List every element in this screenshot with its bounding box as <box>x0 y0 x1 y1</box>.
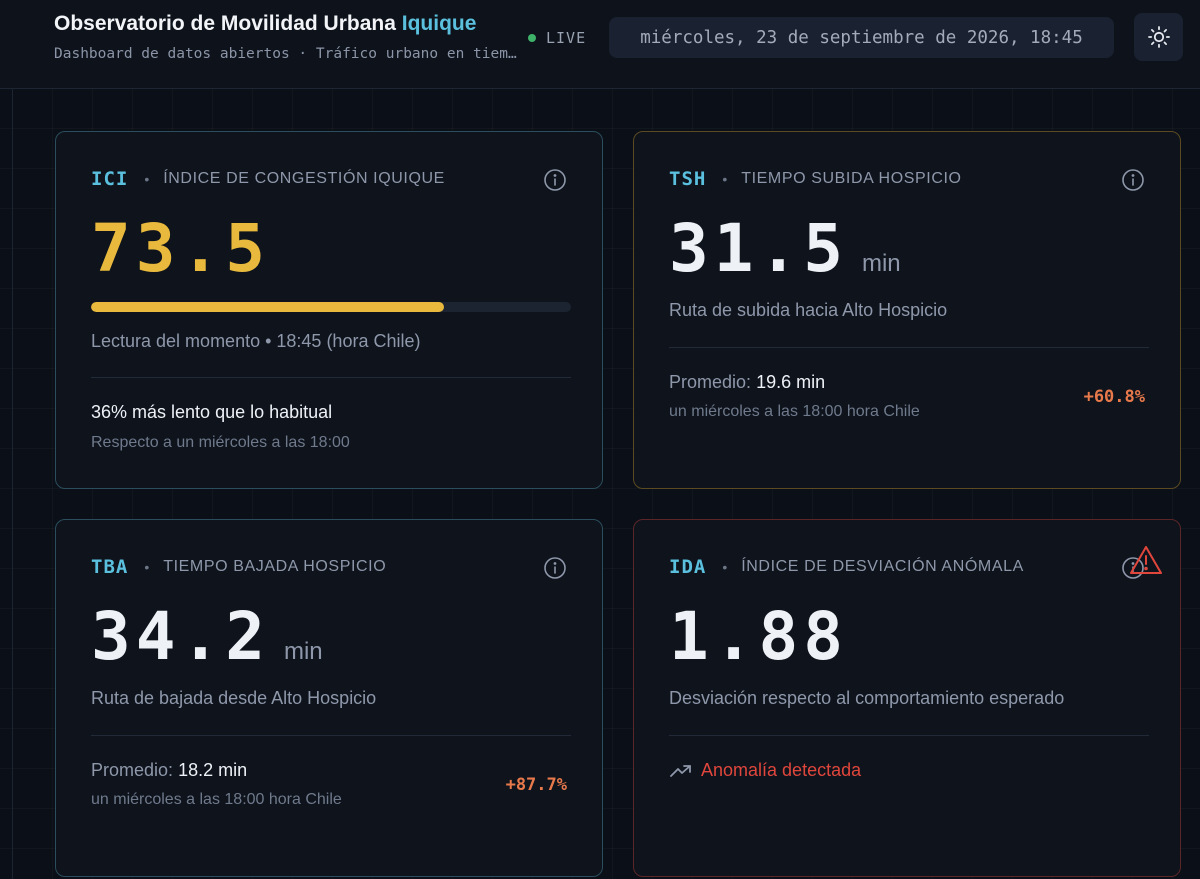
divider <box>669 735 1149 736</box>
separator: • <box>144 559 150 575</box>
metric-code: TBA <box>91 556 129 578</box>
card-header: IDA • ÍNDICE DE DESVIACIÓN ANÓMALA <box>669 556 1024 578</box>
metric-description: TIEMPO BAJADA HOSPICIO <box>163 558 387 575</box>
metric-value: 34.2 <box>91 598 270 675</box>
deviation-caption: Desviación respecto al comportamiento es… <box>669 688 1065 708</box>
metric-value: 31.5 <box>669 210 848 287</box>
average-value: 18.2 min <box>178 760 248 780</box>
average-line: Promedio: 19.6 min <box>669 372 825 393</box>
anomaly-status: Anomalía detectada <box>669 760 861 781</box>
reading-caption: Lectura del momento • 18:45 (hora Chile) <box>91 331 421 351</box>
app-title: Observatorio de Movilidad Urbana Iquique <box>54 12 522 36</box>
app-title-main: Observatorio de Movilidad Urbana <box>54 12 396 35</box>
average-label: Promedio: <box>669 372 752 392</box>
average-label: Promedio: <box>91 760 174 780</box>
metric-description: ÍNDICE DE DESVIACIÓN ANÓMALA <box>741 558 1024 575</box>
progress-fill <box>91 302 444 312</box>
metric-code: TSH <box>669 168 707 190</box>
separator: • <box>144 171 150 187</box>
comparison-subtext: Respecto a un miércoles a las 18:00 <box>91 434 350 451</box>
metric-code: IDA <box>669 556 707 578</box>
anomaly-text: Anomalía detectada <box>701 760 862 780</box>
metric-unit: min <box>283 638 323 665</box>
current-datetime: miércoles, 23 de septiembre de 2026, 18:… <box>609 17 1114 58</box>
route-caption: Ruta de bajada desde Alto Hospicio <box>91 688 377 708</box>
metric-value: 73.5 <box>91 210 270 287</box>
card-header: TBA • TIEMPO BAJADA HOSPICIO <box>91 556 386 578</box>
warning-triangle-icon <box>1130 546 1162 574</box>
congestion-progress-bar <box>91 302 571 312</box>
card-tba: TBA • TIEMPO BAJADA HOSPICIO 34.2 min Ru… <box>55 519 603 877</box>
theme-toggle-button[interactable] <box>1134 13 1183 61</box>
metric-value-row: 34.2 min <box>91 598 323 675</box>
info-icon[interactable] <box>543 556 567 580</box>
live-dot-icon <box>528 34 536 42</box>
divider <box>91 377 571 378</box>
metric-value-row: 73.5 <box>91 210 270 287</box>
card-header: TSH • TIEMPO SUBIDA HOSPICIO <box>669 168 962 190</box>
divider <box>91 735 571 736</box>
delta-badge: +60.8% <box>1083 387 1145 407</box>
metric-description: TIEMPO SUBIDA HOSPICIO <box>741 170 962 187</box>
app-title-city: Iquique <box>401 12 477 35</box>
sun-icon <box>1147 26 1170 48</box>
info-icon[interactable] <box>1121 168 1145 192</box>
metric-code: ICI <box>91 168 129 190</box>
card-ida: IDA • ÍNDICE DE DESVIACIÓN ANÓMALA 1.88 … <box>633 519 1181 877</box>
average-subtext: un miércoles a las 18:00 hora Chile <box>669 403 920 420</box>
average-line: Promedio: 18.2 min <box>91 760 247 781</box>
card-tsh: TSH • TIEMPO SUBIDA HOSPICIO 31.5 min Ru… <box>633 131 1181 489</box>
trending-up-icon <box>670 764 691 777</box>
live-indicator: LIVE <box>528 29 586 47</box>
metric-value-row: 31.5 min <box>669 210 901 287</box>
comparison-text: 36% más lento que lo habitual <box>91 402 333 422</box>
delta-badge: +87.7% <box>505 775 567 795</box>
average-subtext: un miércoles a las 18:00 hora Chile <box>91 791 342 808</box>
average-value: 19.6 min <box>756 372 826 392</box>
info-icon[interactable] <box>543 168 567 192</box>
metric-value: 1.88 <box>669 598 848 675</box>
separator: • <box>722 559 728 575</box>
divider <box>669 347 1149 348</box>
card-header: ICI • ÍNDICE DE CONGESTIÓN IQUIQUE <box>91 168 445 190</box>
metric-value-row: 1.88 <box>669 598 848 675</box>
app-subtitle: Dashboard de datos abiertos · Tráfico ur… <box>54 46 524 62</box>
route-caption: Ruta de subida hacia Alto Hospicio <box>669 300 948 320</box>
metric-unit: min <box>861 250 901 277</box>
grid-divider <box>12 88 13 879</box>
metric-description: ÍNDICE DE CONGESTIÓN IQUIQUE <box>163 170 445 187</box>
top-header: Observatorio de Movilidad Urbana Iquique… <box>0 0 1200 89</box>
separator: • <box>722 171 728 187</box>
live-label: LIVE <box>546 29 587 47</box>
card-ici: ICI • ÍNDICE DE CONGESTIÓN IQUIQUE 73.5 … <box>55 131 603 489</box>
